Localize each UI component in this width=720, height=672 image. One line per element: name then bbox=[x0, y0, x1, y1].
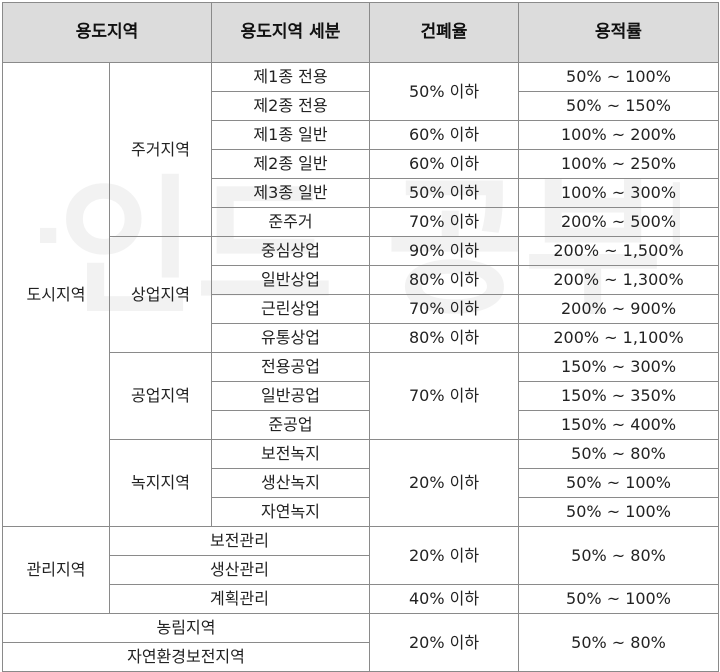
bcr-cell: 50% 이하 bbox=[369, 178, 519, 208]
zone-nature-conservation: 자연환경보전지역 bbox=[2, 642, 370, 672]
subzone-cell: 생산녹지 bbox=[211, 468, 370, 498]
subzone-cell: 자연녹지 bbox=[211, 497, 370, 527]
subzone-cell: 계획관리 bbox=[109, 584, 370, 614]
subzone-cell: 제1종 전용 bbox=[211, 62, 370, 92]
table-row: 도시지역 주거지역 제1종 전용 50% 이하 50% ~ 100% bbox=[2, 62, 719, 527]
table-row: 제2종 전용 50% ~ 150% bbox=[3, 91, 719, 121]
bcr-cell: 60% 이하 bbox=[369, 149, 519, 179]
far-cell: 200% ~ 1,300% bbox=[518, 265, 719, 295]
table-row: 제2종 일반 60% 이하 100% ~ 250% bbox=[3, 149, 719, 179]
table-row: 공업지역 전용공업 70% 이하 150% ~ 300% bbox=[3, 352, 719, 440]
zone-city: 도시지역 bbox=[2, 62, 110, 527]
subzone-cell: 제2종 전용 bbox=[211, 91, 370, 121]
far-cell: 100% ~ 200% bbox=[518, 120, 719, 150]
subzone-cell: 중심상업 bbox=[211, 236, 370, 266]
subzone-cell: 준주거 bbox=[211, 207, 370, 237]
subzone-cell: 제1종 일반 bbox=[211, 120, 370, 150]
far-cell: 100% ~ 300% bbox=[518, 178, 719, 208]
table-row: 제3종 일반 50% 이하 100% ~ 300% bbox=[3, 178, 719, 208]
bcr-cell: 70% 이하 bbox=[369, 352, 519, 440]
subzone-cell: 근린상업 bbox=[211, 294, 370, 324]
table-row: 준주거 70% 이하 200% ~ 500% bbox=[3, 207, 719, 237]
table-row: 준공업 150% ~ 400% bbox=[3, 410, 719, 440]
table-row: 농림지역 20% 이하 50% ~ 80% bbox=[2, 613, 719, 672]
zone-green: 녹지지역 bbox=[109, 439, 212, 527]
subzone-cell: 준공업 bbox=[211, 410, 370, 440]
zone-commercial: 상업지역 bbox=[109, 236, 212, 353]
header-building-coverage: 건폐율 bbox=[369, 2, 519, 63]
bcr-cell: 80% 이하 bbox=[369, 323, 519, 353]
bcr-cell: 40% 이하 bbox=[369, 584, 519, 614]
bcr-cell: 60% 이하 bbox=[369, 120, 519, 150]
far-cell: 200% ~ 1,100% bbox=[518, 323, 719, 353]
far-cell: 50% ~ 80% bbox=[518, 613, 719, 672]
table-row: 생산녹지 50% ~ 100% bbox=[3, 468, 719, 498]
far-cell: 100% ~ 250% bbox=[518, 149, 719, 179]
subzone-cell: 제2종 일반 bbox=[211, 149, 370, 179]
far-cell: 150% ~ 350% bbox=[518, 381, 719, 411]
table-row: 관리지역 보전관리 20% 이하 50% ~ 80% bbox=[2, 526, 719, 614]
far-cell: 200% ~ 500% bbox=[518, 207, 719, 237]
table-row: 녹지지역 보전녹지 20% 이하 50% ~ 80% bbox=[3, 439, 719, 527]
zone-residential: 주거지역 bbox=[109, 62, 212, 237]
far-cell: 50% ~ 150% bbox=[518, 91, 719, 121]
far-cell: 50% ~ 80% bbox=[518, 439, 719, 469]
subzone-cell: 보전관리 bbox=[109, 526, 370, 556]
bcr-cell: 80% 이하 bbox=[369, 265, 519, 295]
table-row: 일반상업 80% 이하 200% ~ 1,300% bbox=[3, 265, 719, 295]
far-cell: 50% ~ 100% bbox=[518, 584, 719, 614]
far-cell: 150% ~ 400% bbox=[518, 410, 719, 440]
subzone-cell: 생산관리 bbox=[109, 555, 370, 585]
subzone-cell: 일반상업 bbox=[211, 265, 370, 295]
table-row: 상업지역 중심상업 90% 이하 200% ~ 1,500% bbox=[3, 236, 719, 353]
header-floor-area-ratio: 용적률 bbox=[518, 2, 719, 63]
table-row: 제1종 일반 60% 이하 100% ~ 200% bbox=[3, 120, 719, 150]
far-cell: 50% ~ 100% bbox=[518, 497, 719, 527]
far-cell: 50% ~ 100% bbox=[518, 468, 719, 498]
bcr-cell: 20% 이하 bbox=[369, 613, 519, 672]
bcr-cell: 50% 이하 bbox=[369, 62, 519, 121]
header-row: 용도지역 용도지역 세분 건폐율 용적률 bbox=[2, 2, 719, 63]
zone-agricultural: 농림지역 bbox=[2, 613, 370, 643]
bcr-cell: 70% 이하 bbox=[369, 207, 519, 237]
bcr-cell: 90% 이하 bbox=[369, 236, 519, 266]
header-zone: 용도지역 bbox=[2, 2, 212, 63]
far-cell: 200% ~ 900% bbox=[518, 294, 719, 324]
subzone-cell: 일반공업 bbox=[211, 381, 370, 411]
table-row: 유통상업 80% 이하 200% ~ 1,100% bbox=[3, 323, 719, 353]
bcr-cell: 20% 이하 bbox=[369, 439, 519, 527]
subzone-cell: 유통상업 bbox=[211, 323, 370, 353]
subzone-cell: 보전녹지 bbox=[211, 439, 370, 469]
far-cell: 150% ~ 300% bbox=[518, 352, 719, 382]
zone-industrial: 공업지역 bbox=[109, 352, 212, 440]
far-cell: 50% ~ 80% bbox=[518, 526, 719, 585]
bcr-cell: 70% 이하 bbox=[369, 294, 519, 324]
far-cell: 200% ~ 1,500% bbox=[518, 236, 719, 266]
table-row: 근린상업 70% 이하 200% ~ 900% bbox=[3, 294, 719, 324]
table-row: 계획관리 40% 이하 50% ~ 100% bbox=[3, 584, 719, 614]
bcr-cell: 20% 이하 bbox=[369, 526, 519, 585]
header-zone-subdivision: 용도지역 세분 bbox=[211, 2, 370, 63]
subzone-cell: 전용공업 bbox=[211, 352, 370, 382]
zone-management: 관리지역 bbox=[2, 526, 110, 614]
far-cell: 50% ~ 100% bbox=[518, 62, 719, 92]
subzone-cell: 제3종 일반 bbox=[211, 178, 370, 208]
